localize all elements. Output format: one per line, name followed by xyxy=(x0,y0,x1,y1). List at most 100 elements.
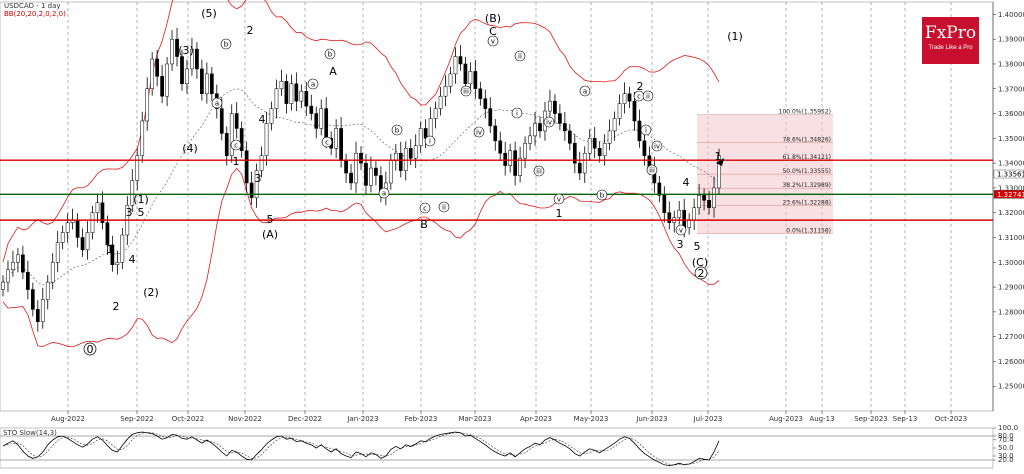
wave-label: 4 xyxy=(259,113,266,126)
y-tick-label: 1.35000 xyxy=(998,135,1024,143)
candle-body xyxy=(229,113,234,156)
subwave-circle xyxy=(543,116,555,128)
candle-body xyxy=(443,86,448,97)
subwave-circle xyxy=(579,85,591,97)
y-tick-label: 1.40000 xyxy=(998,11,1024,19)
x-tick-label: Aug-2023 xyxy=(769,415,803,423)
price-label: 1.32741 xyxy=(997,191,1024,199)
subwave-circle xyxy=(324,48,336,60)
fib-label: 78.6%(1.34826) xyxy=(782,137,831,144)
subwave-label: v xyxy=(679,227,683,235)
candle-body xyxy=(473,71,478,90)
wave-label: 1 xyxy=(556,207,563,220)
subwave-circle xyxy=(553,193,565,205)
fib-label: 0.0%(1.31158) xyxy=(786,228,831,235)
candle-body xyxy=(105,222,110,246)
wave-label: 0 xyxy=(87,343,94,356)
candle-body xyxy=(299,90,304,102)
indicator-label: BB(20,20,2,0,2,0) xyxy=(4,10,66,18)
wave-label: 3 xyxy=(677,238,684,251)
candle-body xyxy=(239,128,244,151)
subwave-label: b xyxy=(328,51,333,59)
candle-body xyxy=(85,232,90,251)
subwave-label: a xyxy=(382,190,386,198)
subwave-circle xyxy=(533,165,545,177)
candle-body xyxy=(294,83,299,102)
wave-label: 1 xyxy=(715,150,722,163)
y-tick-label: 1.33000 xyxy=(998,184,1024,192)
y-tick-label: 1.29000 xyxy=(998,284,1024,292)
subwave-circle xyxy=(642,90,654,102)
stoch-tick-label: 70.4 xyxy=(998,436,1014,444)
stoch-tick-label: 80.0 xyxy=(998,432,1014,440)
candle-body xyxy=(453,56,458,75)
candle-body xyxy=(40,299,45,323)
candle-body xyxy=(16,254,20,263)
candle-body xyxy=(563,123,567,132)
subwave-circle xyxy=(473,126,485,138)
y-tick-label: 1.37000 xyxy=(998,85,1024,93)
y-tick-label: 1.30000 xyxy=(998,259,1024,267)
wave-label: (B) xyxy=(485,12,501,25)
candle-body xyxy=(110,244,115,266)
candlesticks xyxy=(1,27,721,332)
candle-body xyxy=(488,108,493,127)
y-tick-label: 1.31000 xyxy=(998,234,1024,242)
stoch-k-line xyxy=(2,431,720,467)
candle-body xyxy=(155,58,159,77)
x-tick-label: Aug-2022 xyxy=(51,415,85,423)
subwave-label: a xyxy=(215,100,219,108)
candle-body xyxy=(567,130,572,144)
stoch-label: STO Slow(14,3) xyxy=(3,429,57,437)
wave-label: (3) xyxy=(178,44,194,57)
candle-body xyxy=(50,262,55,283)
subwave-label: iv xyxy=(546,119,552,127)
wave-label: (4) xyxy=(182,142,198,155)
fibonacci-zone: 100.0%(1.35952) 78.6%(1.34826) 61.8%(1.341… xyxy=(697,109,833,235)
candle-body xyxy=(408,147,413,159)
candle-body xyxy=(428,118,433,139)
subwave-circle xyxy=(511,107,523,119)
candle-body xyxy=(707,200,711,208)
wave-label: 3 xyxy=(126,206,133,219)
candle-body xyxy=(364,162,368,186)
candle-body xyxy=(269,108,274,124)
candle-body xyxy=(548,100,552,112)
subwave-label: ii xyxy=(646,93,650,101)
candle-body xyxy=(587,138,592,154)
candle-body xyxy=(6,269,10,283)
stoch-d-line xyxy=(2,432,720,466)
wave-circle xyxy=(694,266,708,280)
subwave-label: b xyxy=(395,127,400,135)
y-tick-label: 1.39000 xyxy=(998,36,1024,44)
wave-label: 5 xyxy=(138,206,145,219)
price-label: 1.33561 xyxy=(997,171,1024,179)
subwave-label: c xyxy=(423,205,427,213)
wave-label: 2 xyxy=(247,24,254,37)
chart-title: USDCAD - 1 day xyxy=(4,2,61,10)
candle-body xyxy=(403,147,408,171)
candle-body xyxy=(170,38,174,65)
subwave-circle xyxy=(514,50,526,62)
wave-label: 1 xyxy=(233,155,240,168)
x-tick-label: Sep-2023 xyxy=(854,415,888,423)
subwave-label: iii xyxy=(463,88,469,96)
subwave-circle xyxy=(378,187,390,199)
candle-body xyxy=(458,56,463,65)
x-tick-label: Jan-2023 xyxy=(346,415,378,423)
subwave-circle xyxy=(675,224,687,236)
wave-label: 4 xyxy=(129,253,136,266)
candle-body xyxy=(309,105,314,114)
subwave-label: iii xyxy=(536,168,542,176)
x-tick-label: Oct-2023 xyxy=(935,415,967,423)
candle-body xyxy=(100,202,105,223)
candle-body xyxy=(369,167,373,186)
candle-body xyxy=(21,254,25,273)
subwave-label: v xyxy=(557,196,561,204)
price-axis: 1.40000 1.39000 1.38000 1.37000 1.36000 1.350… xyxy=(992,2,1024,411)
wave-label: (1) xyxy=(133,193,149,206)
candle-body xyxy=(657,182,662,196)
x-tick-label: Feb-2023 xyxy=(405,415,438,423)
stoch-tick-label: 30.0 xyxy=(998,452,1014,460)
wave-label: (1) xyxy=(727,30,743,43)
